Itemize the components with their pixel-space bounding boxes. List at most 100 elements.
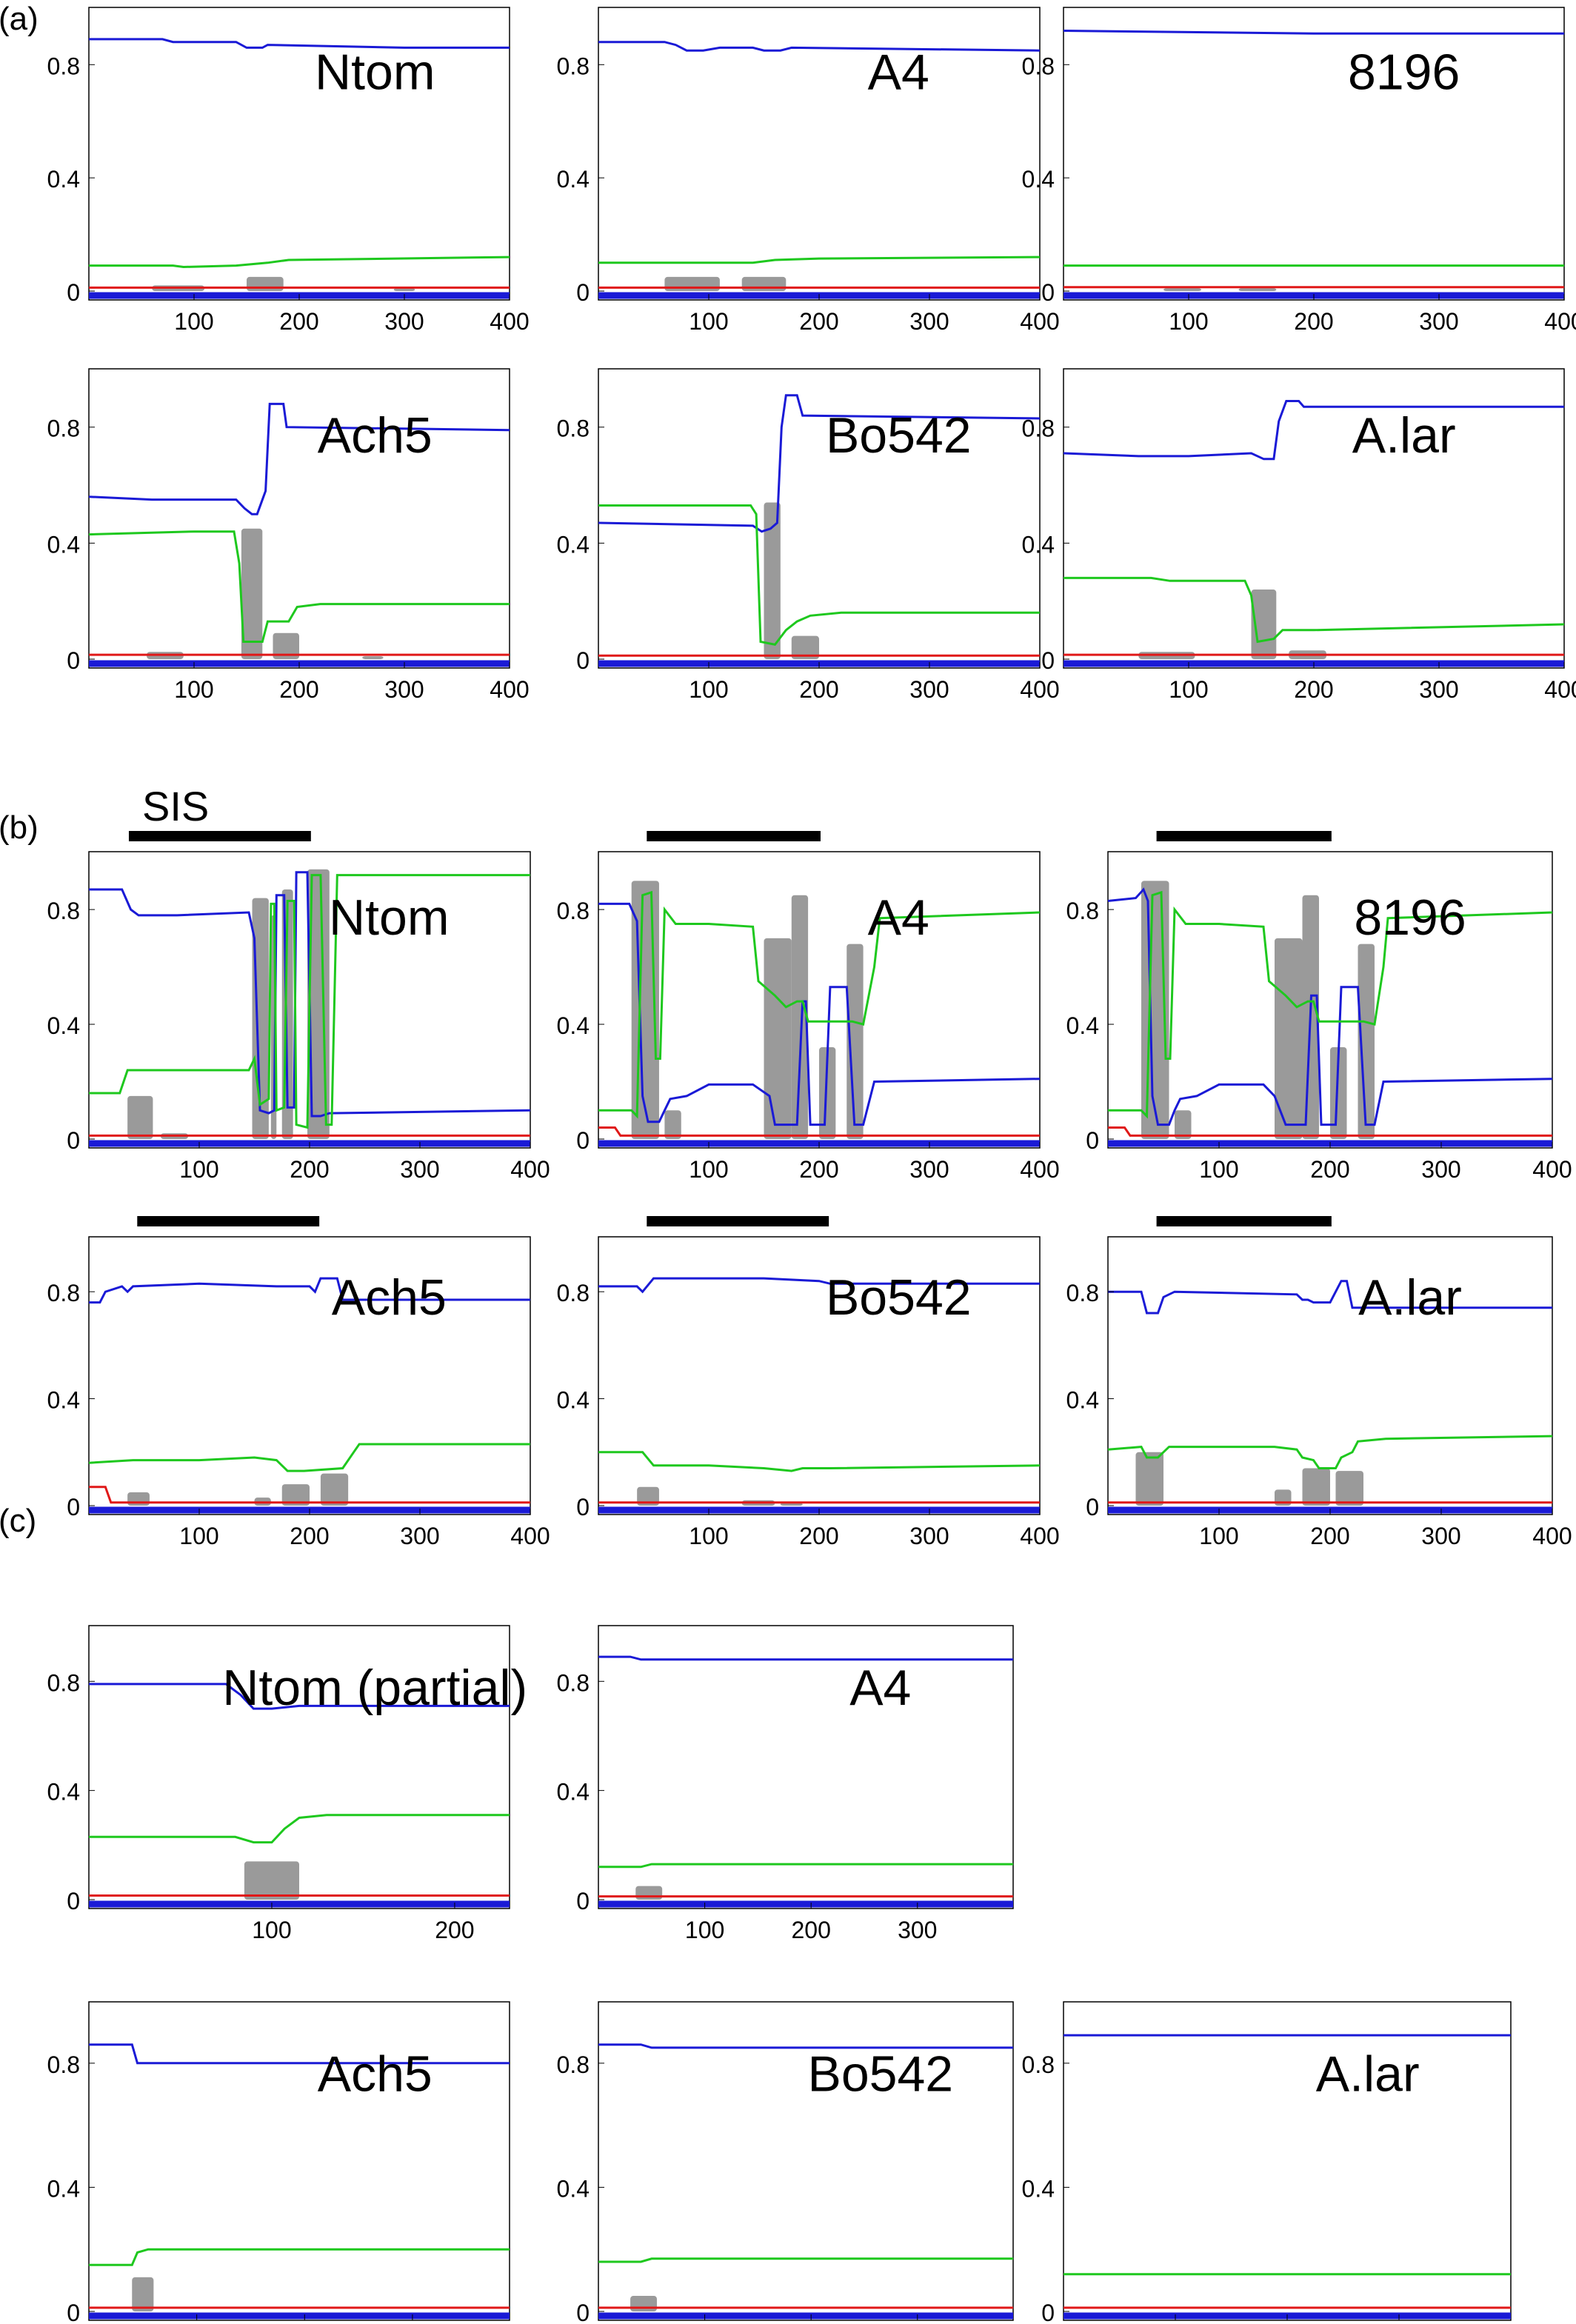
x-tick-label: 100 [689,1523,728,1549]
strain-label: A4 [868,44,929,101]
y-tick-label: 0 [576,279,590,306]
line-green [88,530,510,643]
strain-label: Ach5 [318,2046,433,2102]
gray-bar [791,895,809,1139]
x-tick-label: 300 [1419,676,1458,703]
y-tick-label: 0.8 [47,1280,80,1306]
line-green [598,890,1041,1119]
panel-label-c: (c) [0,1503,36,1539]
y-tick-label: 0.4 [47,1012,80,1039]
chart-15: 00.40.8100200300Bo542 [557,2001,1014,2324]
panel-label-b: (b) [0,809,39,846]
line-green [598,256,1041,264]
plot-frame [88,2001,510,2321]
x-tick-label: 400 [1020,1156,1059,1183]
strain-label: Ntom (partial) [222,1660,527,1716]
line-green [598,2257,1013,2263]
x-tick-label: 200 [279,308,318,335]
y-tick-label: 0 [1041,647,1055,674]
gray-bar [241,528,263,659]
sis-bar [1156,1216,1332,1226]
gray-bar [320,1473,349,1506]
x-tick-label: 200 [435,1917,474,1943]
x-tick-label: 400 [1532,1523,1572,1549]
x-tick-label: 300 [909,1156,949,1183]
gray-bar [637,1486,659,1506]
plot-frame [1063,7,1565,301]
x-tick-label: 200 [799,1523,838,1549]
plot-frame [598,2001,1014,2321]
y-tick-label: 0.4 [1066,1387,1099,1414]
y-tick-label: 0.4 [557,531,590,558]
chart-13: 0 0.4 0.8 100 200 300 A4 [557,1625,1014,1943]
chart-10: 0 0.4 0.8 100 200 300 400 Bo542 [557,1216,1060,1549]
y-tick-label: 0.8 [557,415,590,442]
x-tick-label: 400 [490,308,529,335]
line-green [89,2248,510,2266]
x-tick-label: 100 [689,1156,728,1183]
y-tick-label: 0.8 [47,415,80,442]
x-tick-label: 300 [909,676,949,703]
gray-bar [664,1110,681,1139]
y-tick-label: 0 [576,2300,590,2324]
line-green [1107,1435,1553,1469]
y-tick-label: 0.8 [1066,898,1099,924]
y-tick-label: 0.8 [557,1280,590,1306]
y-tick-label: 0 [67,2300,80,2324]
strain-label: A4 [849,1660,911,1716]
gray-bar [764,502,781,659]
line-blue [88,402,510,515]
sis-bar [1156,831,1332,841]
y-tick-label: 0 [1041,279,1055,306]
x-tick-label: 300 [400,1523,439,1549]
plot-frame [598,7,1041,301]
gray-bar [273,632,299,659]
x-tick-label: 100 [179,1156,218,1183]
y-tick-label: 0.8 [1022,415,1055,442]
gray-bar [1175,1110,1192,1139]
y-tick-label: 0 [67,1127,80,1154]
gray-bar [847,944,864,1139]
x-tick-label: 200 [290,1156,329,1183]
y-tick-label: 0.4 [1022,531,1055,558]
line-green [89,874,530,1129]
line-blue [1063,30,1564,35]
x-tick-label: 200 [279,676,318,703]
chart-12: 0 0.4 0.8 100 200 Ntom (partial) [47,1625,527,1943]
chart-3: 0 0.4 0.8 100 200 300 400 Ach5 [47,368,530,703]
strain-label: Ach5 [318,407,433,464]
x-tick-label: 400 [510,1523,550,1549]
y-tick-label: 0 [1086,1127,1099,1154]
line-green [88,1443,530,1472]
strain-label: A.lar [1358,1269,1462,1326]
x-tick-label: 300 [1421,1156,1460,1183]
y-tick-label: 0.8 [1022,2051,1055,2078]
chart-7: 0 0.4 0.8 100 200 300 400 A4 [557,831,1060,1183]
plot-frame [88,1236,531,1515]
chart-0: 0 0.4 0.8 100 200 300 400 Ntom [47,7,530,335]
plot-frame [598,1625,1014,1909]
y-tick-label: 0.4 [557,166,590,193]
plot-frame [88,1625,510,1909]
x-tick-label: 400 [1020,1523,1059,1549]
y-tick-label: 0 [67,1494,80,1520]
y-tick-label: 0.8 [557,1669,590,1696]
line-blue [598,1277,1040,1294]
chart-grid: 0 0.4 0.8 100 200 300 400 Ntom 0 0.4 0.8 100 200 300 4… [47,7,1576,2324]
gray-bar [1238,288,1277,291]
y-tick-label: 0.4 [1022,166,1055,193]
y-tick-label: 0.8 [557,2051,590,2078]
plot-frame [88,368,510,669]
x-tick-label: 100 [179,1523,218,1549]
y-tick-label: 0 [1041,2300,1055,2324]
sis-label: SIS [142,783,209,829]
gray-bar [664,276,720,291]
sis-bar [647,1216,829,1226]
x-tick-label: 100 [174,676,213,703]
line-red [1108,1126,1552,1137]
gray-bar [1302,1468,1330,1506]
x-tick-label: 100 [689,676,728,703]
x-tick-label: 200 [791,1917,830,1943]
line-blue [89,38,510,49]
strain-label: 8196 [1348,44,1460,101]
